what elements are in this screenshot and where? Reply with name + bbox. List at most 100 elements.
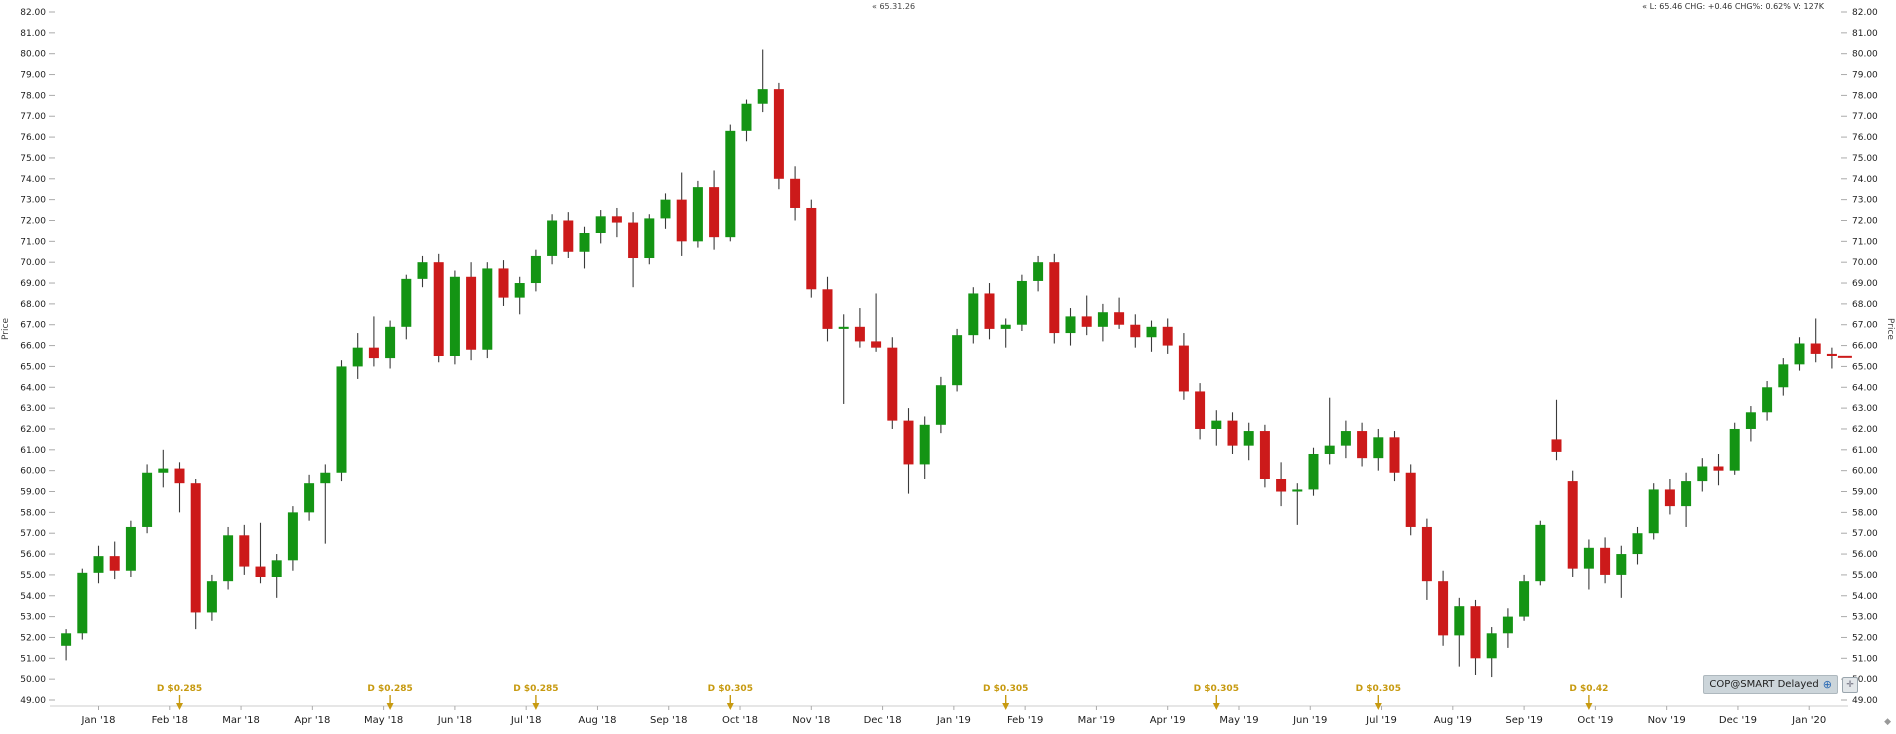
svg-text:80.00: 80.00 [20,50,46,60]
svg-text:61.00: 61.00 [1852,446,1878,456]
svg-text:74.00: 74.00 [20,175,46,185]
svg-text:61.00: 61.00 [20,446,46,456]
svg-text:79.00: 79.00 [1852,71,1878,81]
svg-text:56.00: 56.00 [1852,550,1878,560]
svg-text:Jan '18: Jan '18 [80,715,115,726]
svg-text:75.00: 75.00 [20,154,46,164]
svg-text:D $0.305: D $0.305 [983,684,1028,694]
svg-text:69.00: 69.00 [1852,279,1878,289]
svg-text:78.00: 78.00 [20,91,46,101]
svg-text:73.00: 73.00 [1852,196,1878,206]
svg-text:49.00: 49.00 [1852,696,1878,706]
svg-text:81.00: 81.00 [20,29,46,39]
symbol-badge-label: COP@SMART Delayed [1709,679,1819,690]
svg-text:60.00: 60.00 [20,467,46,477]
svg-text:Nov '18: Nov '18 [792,715,830,726]
svg-text:D $0.285: D $0.285 [367,684,412,694]
symbol-badge: COP@SMART Delayed ⊕ [1703,675,1838,694]
price-axis-labels-right: 82.00 81.00 80.00 79.00 78.00 77.00 76.00 75.00… [1852,8,1878,706]
svg-text:53.00: 53.00 [1852,613,1878,623]
svg-text:49.00: 49.00 [20,696,46,706]
svg-text:Oct '18: Oct '18 [722,715,758,726]
svg-text:58.00: 58.00 [1852,508,1878,518]
quote-summary: « L: 65.46 CHG: +0.46 CHG%: 0.62% V: 127… [1642,2,1824,11]
svg-text:Apr '18: Apr '18 [294,715,330,726]
scroll-indicator-icon[interactable]: ◆ [1884,717,1891,727]
svg-text:81.00: 81.00 [1852,29,1878,39]
svg-text:66.00: 66.00 [20,342,46,352]
svg-text:May '18: May '18 [364,715,403,726]
axis-ticks [49,11,1848,710]
svg-text:63.00: 63.00 [1852,404,1878,414]
svg-text:Apr '19: Apr '19 [1150,715,1186,726]
svg-text:71.00: 71.00 [1852,237,1878,247]
svg-text:D $0.305: D $0.305 [1356,684,1401,694]
svg-text:50.00: 50.00 [20,675,46,685]
svg-text:73.00: 73.00 [20,196,46,206]
svg-text:55.00: 55.00 [1852,571,1878,581]
svg-text:Mar '18: Mar '18 [222,715,260,726]
globe-icon: ⊕ [1822,678,1832,691]
svg-text:64.00: 64.00 [20,383,46,393]
svg-text:66.00: 66.00 [1852,342,1878,352]
svg-text:76.00: 76.00 [20,133,46,143]
svg-text:52.00: 52.00 [1852,633,1878,643]
svg-text:57.00: 57.00 [20,529,46,539]
svg-text:59.00: 59.00 [20,488,46,498]
svg-text:67.00: 67.00 [1852,321,1878,331]
svg-text:75.00: 75.00 [1852,154,1878,164]
svg-text:68.00: 68.00 [1852,300,1878,310]
svg-text:D $0.305: D $0.305 [708,684,753,694]
svg-text:D $0.42: D $0.42 [1569,684,1608,694]
svg-text:69.00: 69.00 [20,279,46,289]
svg-text:65.00: 65.00 [1852,362,1878,372]
svg-text:Sep '18: Sep '18 [650,715,688,726]
svg-text:62.00: 62.00 [1852,425,1878,435]
svg-text:54.00: 54.00 [20,592,46,602]
svg-text:D $0.285: D $0.285 [513,684,558,694]
svg-text:May '19: May '19 [1219,715,1258,726]
svg-text:63.00: 63.00 [20,404,46,414]
svg-text:72.00: 72.00 [1852,216,1878,226]
svg-text:65.00: 65.00 [20,362,46,372]
svg-text:82.00: 82.00 [1852,8,1878,18]
svg-text:Jun '18: Jun '18 [437,715,472,726]
svg-text:Aug '19: Aug '19 [1434,715,1472,726]
price-axis-title-left: Price [1,318,11,340]
svg-text:54.00: 54.00 [1852,592,1878,602]
svg-text:59.00: 59.00 [1852,488,1878,498]
svg-text:56.00: 56.00 [20,550,46,560]
svg-text:77.00: 77.00 [1852,112,1878,122]
svg-text:D $0.305: D $0.305 [1194,684,1239,694]
month-axis-labels: Jan '18 Feb '18 Mar '18 Apr '18 May '18 Jun '… [80,715,1826,726]
svg-text:Aug '18: Aug '18 [578,715,616,726]
candles-layer [61,49,1837,678]
svg-text:76.00: 76.00 [1852,133,1878,143]
svg-text:57.00: 57.00 [1852,529,1878,539]
svg-text:51.00: 51.00 [1852,654,1878,664]
svg-text:67.00: 67.00 [20,321,46,331]
svg-text:Feb '18: Feb '18 [152,715,188,726]
svg-text:D $0.285: D $0.285 [157,684,202,694]
svg-text:50.00: 50.00 [1852,675,1878,685]
svg-text:Nov '19: Nov '19 [1648,715,1686,726]
svg-text:70.00: 70.00 [1852,258,1878,268]
svg-text:77.00: 77.00 [20,112,46,122]
svg-text:Jun '19: Jun '19 [1292,715,1327,726]
svg-text:Sep '19: Sep '19 [1505,715,1543,726]
svg-text:52.00: 52.00 [20,633,46,643]
crosshair-icon[interactable]: ✛ [1842,677,1858,693]
svg-text:82.00: 82.00 [20,8,46,18]
svg-text:53.00: 53.00 [20,613,46,623]
svg-text:Mar '19: Mar '19 [1078,715,1116,726]
svg-text:71.00: 71.00 [20,237,46,247]
crosshair-readout: « 65.31.26 [872,2,916,11]
svg-text:78.00: 78.00 [1852,91,1878,101]
svg-text:Feb '19: Feb '19 [1007,715,1043,726]
svg-text:Jan '20: Jan '20 [1791,715,1826,726]
svg-text:Jan '19: Jan '19 [936,715,971,726]
svg-text:Jul '18: Jul '18 [510,715,542,726]
svg-text:60.00: 60.00 [1852,467,1878,477]
